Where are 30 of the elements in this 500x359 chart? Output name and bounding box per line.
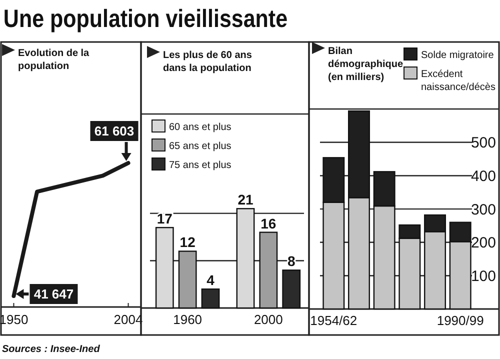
chart-title: Bilan démographique (en milliers)	[328, 46, 404, 83]
x-tick-label: 2000	[254, 312, 283, 327]
data-label: 12	[180, 234, 196, 250]
y-tick-label: 300	[470, 201, 496, 218]
bar	[178, 250, 197, 309]
bar	[259, 232, 278, 309]
data-label: 4	[206, 272, 215, 288]
data-label: 17	[156, 210, 173, 227]
y-tick-label: 500	[470, 134, 496, 152]
data-label: 16	[260, 215, 276, 232]
y-tick-label: 100	[470, 268, 496, 285]
x-tick-label: 1954/62	[310, 313, 358, 328]
chart-title: Une population vieillissante	[3, 4, 288, 32]
legend-label: Excédent naissance/décès	[421, 69, 496, 93]
legend-label: 60 ans et plus	[169, 122, 232, 133]
x-tick-label: 1960	[173, 312, 202, 327]
legend-label: 75 ans et plus	[169, 160, 232, 171]
chart-subtitle: Evolution de la population	[18, 48, 90, 72]
data-label: 41 647	[34, 286, 74, 302]
chart-title: Les plus de 60 ans dans la population	[163, 50, 252, 74]
source-note: Sources : Insee-Ined	[2, 344, 101, 355]
y-tick-label: 200	[470, 234, 496, 252]
legend-label: Solde migratoire	[421, 50, 494, 61]
bar	[155, 226, 174, 309]
legend-label: 65 ans et plus	[169, 141, 232, 152]
x-tick-label: 1990/99	[436, 313, 484, 328]
bar	[236, 208, 255, 309]
data-label: 61 603	[94, 124, 134, 139]
y-tick-label: 400	[470, 168, 496, 185]
data-label: 21	[238, 192, 254, 208]
